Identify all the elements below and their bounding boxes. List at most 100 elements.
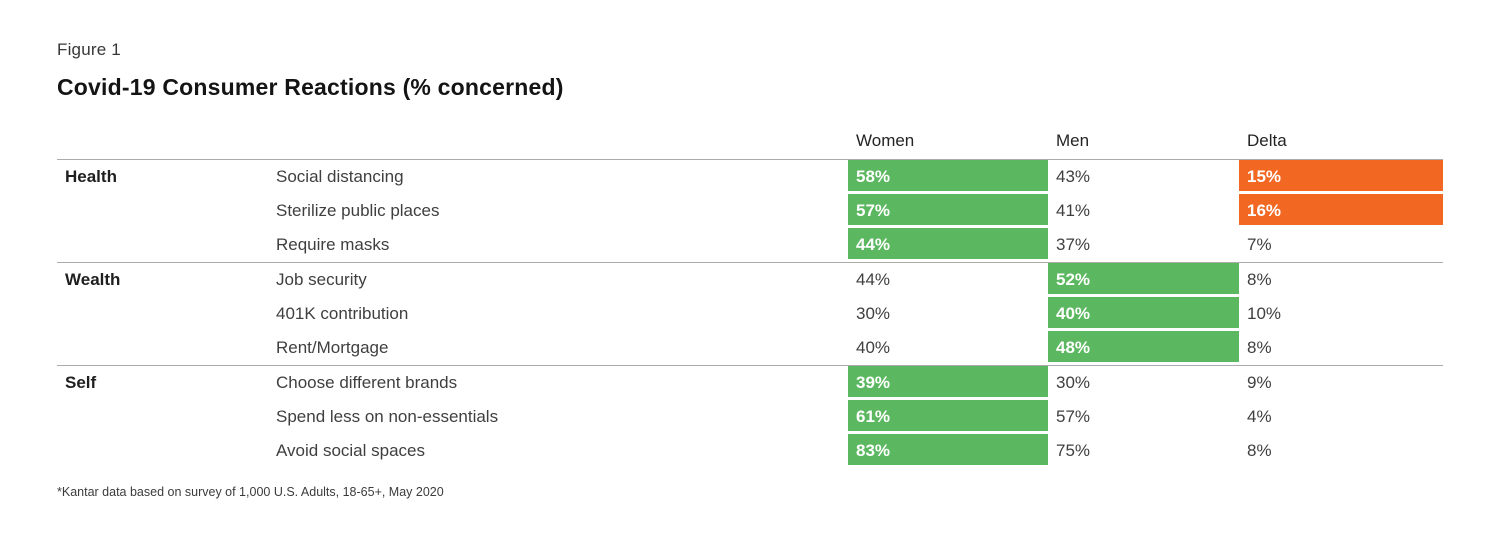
value-cell-men: 41% bbox=[1048, 194, 1239, 228]
category-cell bbox=[57, 194, 268, 228]
value-text: 43% bbox=[1056, 167, 1091, 186]
reactions-table: Women Men Delta Health Social distancing 5… bbox=[57, 122, 1443, 468]
highlight-bar-green bbox=[1048, 331, 1239, 362]
highlight-bar-orange bbox=[1239, 160, 1443, 191]
table-row: Self Choose different brands 39% 30% 9% bbox=[57, 366, 1443, 400]
footnote: *Kantar data based on survey of 1,000 U.… bbox=[57, 485, 444, 499]
value-text: 57% bbox=[1056, 407, 1091, 426]
column-header-women: Women bbox=[856, 130, 915, 150]
value-text: 44% bbox=[856, 270, 891, 289]
value-cell-women: 83% bbox=[848, 434, 1048, 468]
column-header-men: Men bbox=[1056, 130, 1090, 150]
value-cell-women: 44% bbox=[848, 228, 1048, 262]
value-cell-women: 39% bbox=[848, 366, 1048, 400]
table-section-self: Self Choose different brands 39% 30% 9% Spend… bbox=[57, 365, 1443, 468]
value-cell-men: 43% bbox=[1048, 160, 1239, 194]
action-cell: Avoid social spaces bbox=[276, 441, 425, 460]
value-cell-delta: 15% bbox=[1239, 160, 1443, 194]
value-text: 61% bbox=[856, 407, 891, 426]
value-text: 30% bbox=[856, 304, 891, 323]
table-row: 401K contribution 30% 40% 10% bbox=[57, 297, 1443, 331]
value-text: 8% bbox=[1247, 441, 1272, 460]
table-body: Health Social distancing 58% 43% 15% Steriliz… bbox=[57, 159, 1443, 468]
value-cell-women: 57% bbox=[848, 194, 1048, 228]
highlight-bar-green bbox=[1048, 297, 1239, 328]
value-cell-women: 40% bbox=[848, 331, 1048, 365]
action-cell: Sterilize public places bbox=[276, 201, 440, 220]
category-cell: Wealth bbox=[65, 270, 121, 289]
category-cell bbox=[57, 400, 268, 434]
value-cell-men: 75% bbox=[1048, 434, 1239, 468]
value-cell-delta: 4% bbox=[1239, 400, 1443, 434]
value-cell-delta: 9% bbox=[1239, 366, 1443, 400]
value-cell-delta: 7% bbox=[1239, 228, 1443, 262]
value-cell-women: 30% bbox=[848, 297, 1048, 331]
value-text: 48% bbox=[1056, 338, 1091, 357]
value-cell-delta: 8% bbox=[1239, 434, 1443, 468]
category-cell bbox=[57, 331, 268, 365]
table-row: Sterilize public places 57% 41% 16% bbox=[57, 194, 1443, 228]
value-text: 40% bbox=[1056, 304, 1091, 323]
action-cell: Job security bbox=[276, 270, 367, 289]
value-cell-delta: 8% bbox=[1239, 263, 1443, 297]
table-row: Spend less on non-essentials 61% 57% 4% bbox=[57, 400, 1443, 434]
value-cell-women: 61% bbox=[848, 400, 1048, 434]
value-cell-women: 58% bbox=[848, 160, 1048, 194]
highlight-bar-green bbox=[848, 228, 1048, 259]
value-cell-men: 37% bbox=[1048, 228, 1239, 262]
value-text: 9% bbox=[1247, 373, 1272, 392]
action-cell: Rent/Mortgage bbox=[276, 338, 389, 357]
value-text: 58% bbox=[856, 167, 891, 186]
value-cell-men: 48% bbox=[1048, 331, 1239, 365]
table-row: Health Social distancing 58% 43% 15% bbox=[57, 160, 1443, 194]
value-text: 39% bbox=[856, 373, 891, 392]
table-section-health: Health Social distancing 58% 43% 15% Steriliz… bbox=[57, 159, 1443, 262]
table-section-wealth: Wealth Job security 44% 52% 8% 401K contribut… bbox=[57, 262, 1443, 365]
value-text: 10% bbox=[1247, 304, 1282, 323]
category-cell bbox=[57, 297, 268, 331]
table-row: Wealth Job security 44% 52% 8% bbox=[57, 263, 1443, 297]
column-header-delta: Delta bbox=[1247, 130, 1287, 150]
value-text: 4% bbox=[1247, 407, 1272, 426]
value-cell-men: 30% bbox=[1048, 366, 1239, 400]
value-text: 30% bbox=[1056, 373, 1091, 392]
highlight-bar-green bbox=[848, 400, 1048, 431]
action-cell: Require masks bbox=[276, 235, 390, 254]
table-row: Avoid social spaces 83% 75% 8% bbox=[57, 434, 1443, 468]
value-text: 37% bbox=[1056, 235, 1091, 254]
value-text: 16% bbox=[1247, 201, 1282, 220]
category-cell: Health bbox=[65, 167, 117, 186]
table-header: Women Men Delta bbox=[57, 122, 1443, 159]
value-cell-delta: 16% bbox=[1239, 194, 1443, 228]
value-cell-delta: 8% bbox=[1239, 331, 1443, 365]
value-text: 44% bbox=[856, 235, 891, 254]
highlight-bar-green bbox=[848, 160, 1048, 191]
value-text: 7% bbox=[1247, 235, 1272, 254]
value-text: 75% bbox=[1056, 441, 1091, 460]
action-cell: Choose different brands bbox=[276, 373, 458, 392]
highlight-bar-orange bbox=[1239, 194, 1443, 225]
value-cell-men: 40% bbox=[1048, 297, 1239, 331]
value-text: 40% bbox=[856, 338, 891, 357]
highlight-bar-green bbox=[1048, 263, 1239, 294]
value-cell-men: 57% bbox=[1048, 400, 1239, 434]
figure-title: Covid-19 Consumer Reactions (% concerned… bbox=[57, 74, 564, 100]
highlight-bar-green bbox=[848, 366, 1048, 397]
table-row: Rent/Mortgage 40% 48% 8% bbox=[57, 331, 1443, 365]
action-cell: Spend less on non-essentials bbox=[276, 407, 499, 426]
value-text: 83% bbox=[856, 441, 891, 460]
category-cell bbox=[57, 228, 268, 262]
category-cell: Self bbox=[65, 373, 97, 392]
table-row: Require masks 44% 37% 7% bbox=[57, 228, 1443, 262]
value-cell-delta: 10% bbox=[1239, 297, 1443, 331]
highlight-bar-green bbox=[848, 434, 1048, 465]
action-cell: 401K contribution bbox=[276, 304, 409, 323]
value-cell-men: 52% bbox=[1048, 263, 1239, 297]
value-text: 41% bbox=[1056, 201, 1091, 220]
category-cell bbox=[57, 434, 268, 468]
figure-label: Figure 1 bbox=[57, 40, 121, 59]
value-text: 8% bbox=[1247, 270, 1272, 289]
value-text: 15% bbox=[1247, 167, 1282, 186]
value-text: 8% bbox=[1247, 338, 1272, 357]
